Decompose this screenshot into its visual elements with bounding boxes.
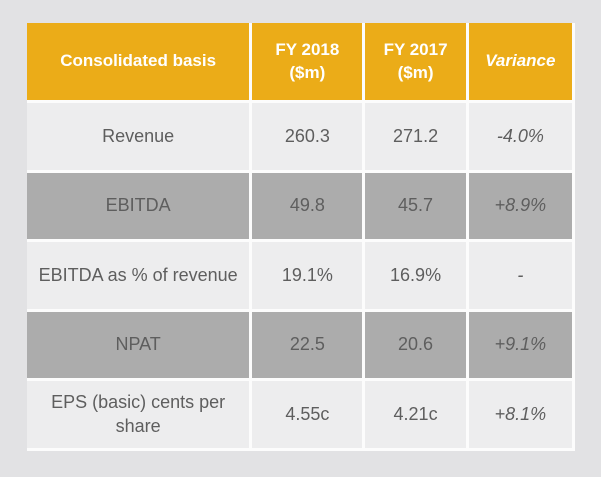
row-ebitda-margin-fy2017: 16.9%	[365, 242, 466, 309]
row-eps-label: EPS (basic) cents per share	[27, 381, 250, 448]
row-npat-label: NPAT	[27, 311, 250, 379]
row-eps-variance: +8.1%	[468, 381, 572, 448]
row-npat-fy2018: 22.5	[252, 311, 363, 379]
row-npat-fy2017: 20.6	[365, 311, 466, 379]
header-cell-fy2018: FY 2018 ($m)	[252, 23, 363, 100]
row-eps-fy2018: 4.55c	[252, 381, 363, 448]
row-ebitda-margin-fy2018: 19.1%	[252, 242, 363, 309]
row-ebitda-margin-variance: -	[468, 242, 572, 309]
row-npat-variance: +9.1%	[468, 311, 572, 379]
row-ebitda-variance: +8.9%	[468, 172, 572, 240]
header-cell-fy2017: FY 2017 ($m)	[365, 23, 466, 100]
header-cell-consolidated-basis: Consolidated basis	[27, 23, 250, 100]
row-revenue-fy2017: 271.2	[365, 103, 466, 170]
row-revenue-label: Revenue	[27, 103, 250, 170]
row-revenue-variance: -4.0%	[468, 103, 572, 170]
row-revenue-fy2018: 260.3	[252, 103, 363, 170]
row-ebitda-margin-label: EBITDA as % of revenue	[27, 242, 250, 309]
financial-results-table: Consolidated basis FY 2018 ($m) FY 2017 …	[27, 23, 575, 451]
header-cell-variance: Variance	[468, 23, 572, 100]
row-ebitda-fy2018: 49.8	[252, 172, 363, 240]
row-ebitda-label: EBITDA	[27, 172, 250, 240]
row-ebitda-fy2017: 45.7	[365, 172, 466, 240]
row-eps-fy2017: 4.21c	[365, 381, 466, 448]
